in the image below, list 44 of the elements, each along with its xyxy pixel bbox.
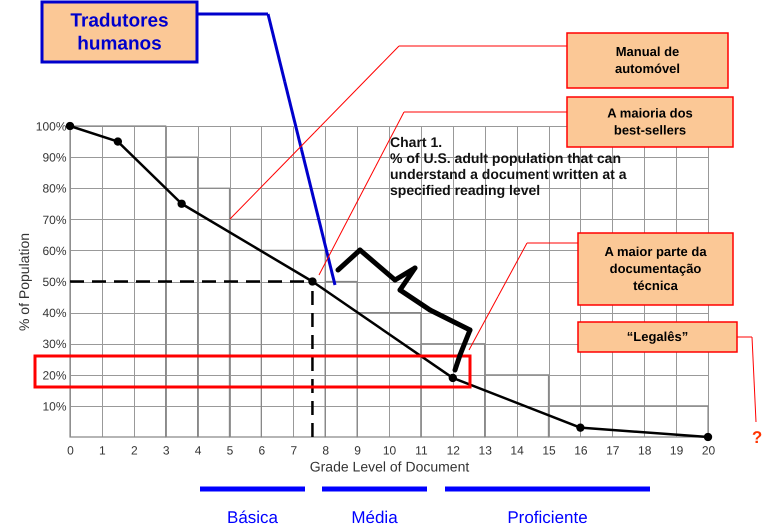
text: ? — [752, 428, 762, 447]
point — [448, 374, 457, 382]
y-tick-label: 60% — [42, 244, 67, 258]
x-tick-label: 6 — [258, 444, 266, 458]
x-tick-label: 18 — [638, 444, 652, 458]
x-tick-label: 11 — [415, 444, 428, 458]
x-tick-label: 13 — [478, 444, 492, 458]
x-tick-label: 19 — [670, 444, 684, 458]
point — [704, 432, 712, 442]
point — [576, 423, 585, 432]
y-tick-label: 70% — [42, 212, 67, 227]
x-tick-label: 5 — [226, 444, 234, 458]
y-axis-title: % of Population — [16, 232, 32, 332]
x-tick-label: 4 — [194, 444, 202, 458]
x-tick-label: 1 — [99, 444, 106, 458]
x-tick-label: 20 — [702, 444, 716, 458]
y-tick-label: 90% — [42, 150, 67, 165]
text: Média — [351, 508, 398, 527]
y-tick-label: 10% — [42, 399, 67, 414]
x-tick-label: 15 — [542, 444, 556, 458]
point — [177, 200, 186, 208]
x-tick-label: 0 — [67, 444, 74, 458]
x-tick-label: 2 — [130, 444, 138, 458]
x-tick-label: 7 — [290, 444, 298, 458]
x-tick-label: 9 — [354, 444, 362, 458]
x-tick-label: 17 — [606, 444, 620, 458]
text: Chart 1. — [390, 134, 442, 150]
point — [114, 137, 122, 146]
x-tick-label: 14 — [510, 444, 524, 458]
y-tick-label: 80% — [42, 182, 67, 196]
x-tick-label: 8 — [322, 444, 330, 458]
y-tick-label: 100% — [36, 120, 67, 134]
x-tick-label: 10 — [382, 444, 396, 458]
y-tick-label: 20% — [42, 368, 67, 382]
x-tick-label: 12 — [446, 444, 460, 458]
text: Básica — [226, 508, 279, 527]
y-tick-label: 50% — [42, 275, 67, 289]
x-tick-label: 16 — [574, 444, 588, 458]
y-tick-label: 30% — [42, 337, 67, 352]
text: % of U.S. adult population that can understand a document written at a specified reading level — [390, 150, 627, 198]
x-tick-label: 3 — [162, 444, 170, 458]
x-axis-title: Grade Level of Document — [310, 458, 470, 474]
text: Proficiente — [507, 508, 588, 527]
y-tick-label: 40% — [42, 306, 67, 320]
